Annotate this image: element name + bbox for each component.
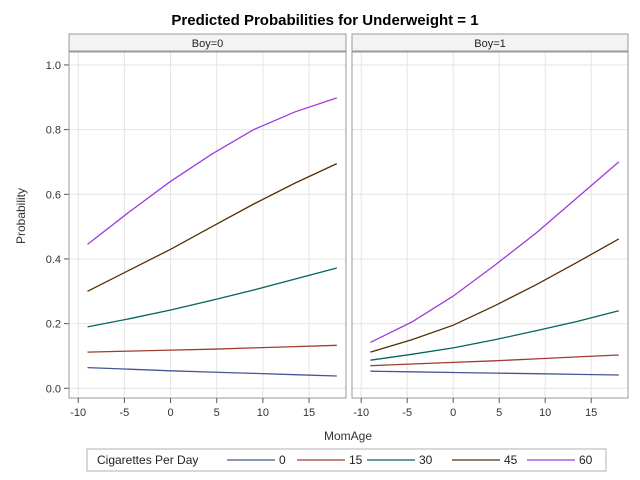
series-line-15 [87,344,337,353]
x-tick-label: 15 [303,407,315,419]
panel-1: Boy=0 -10 -5 0 5 10 15 [68,33,347,419]
x-tick-label: 10 [539,407,551,419]
legend-label-0: 0 [279,453,286,467]
x-tick-label: 15 [585,407,597,419]
legend-title: Cigarettes Per Day [97,453,198,467]
y-tick-label: 0.8 [46,125,61,137]
legend-label-45: 45 [504,453,518,467]
series-line-15 [370,354,619,367]
panel-frame [351,51,629,399]
y-tick-label: 1.0 [46,60,61,72]
panel-header-label: Boy=0 [192,38,224,50]
x-tick-label: -5 [402,407,412,419]
series-line-45 [87,163,338,292]
y-tick-label: 0.2 [46,319,61,331]
legend-frame [86,448,607,472]
legend-label-30: 30 [419,453,433,467]
series-line-60 [370,161,620,343]
x-axis-label: MomAge [324,429,372,443]
y-tick-label: 0.0 [46,383,61,395]
series-line-60 [87,97,338,245]
x-tick-label: -5 [120,407,130,419]
x-tick-label: 0 [168,407,174,419]
panel-header [68,33,347,52]
x-tick-label: 5 [214,407,220,419]
panel-header [351,33,629,52]
series-line-0 [370,370,619,376]
chart-title: Predicted Probabilities for Underweight … [171,12,478,29]
panel-header-label: Boy=1 [474,38,506,50]
y-tick-label: 0.6 [46,189,61,201]
series-line-0 [87,366,337,377]
y-tick-label: 0.4 [46,254,61,266]
legend: Cigarettes Per Day 0 15 30 45 60 [86,448,607,472]
legend-label-60: 60 [579,453,593,467]
panel-frame [68,51,347,399]
y-axis-label: Probability [14,188,28,244]
panels-group: 0.0 0.2 0.4 0.6 0.8 1.0 Boy=0 -10 -5 0 5 10 15 Boy=1 -… [46,33,629,419]
legend-entries: 0 15 30 45 60 [227,453,593,467]
x-tick-label: 10 [257,407,269,419]
series-line-45 [370,238,620,353]
legend-label-15: 15 [349,453,363,467]
series-line-30 [87,267,337,328]
x-tick-label: 0 [450,407,456,419]
panel-2: Boy=1 -10 -5 0 5 10 15 [351,33,629,419]
x-tick-label: -10 [70,407,86,419]
series-line-30 [370,310,619,361]
x-tick-label: 5 [496,407,502,419]
x-tick-label: -10 [353,407,369,419]
